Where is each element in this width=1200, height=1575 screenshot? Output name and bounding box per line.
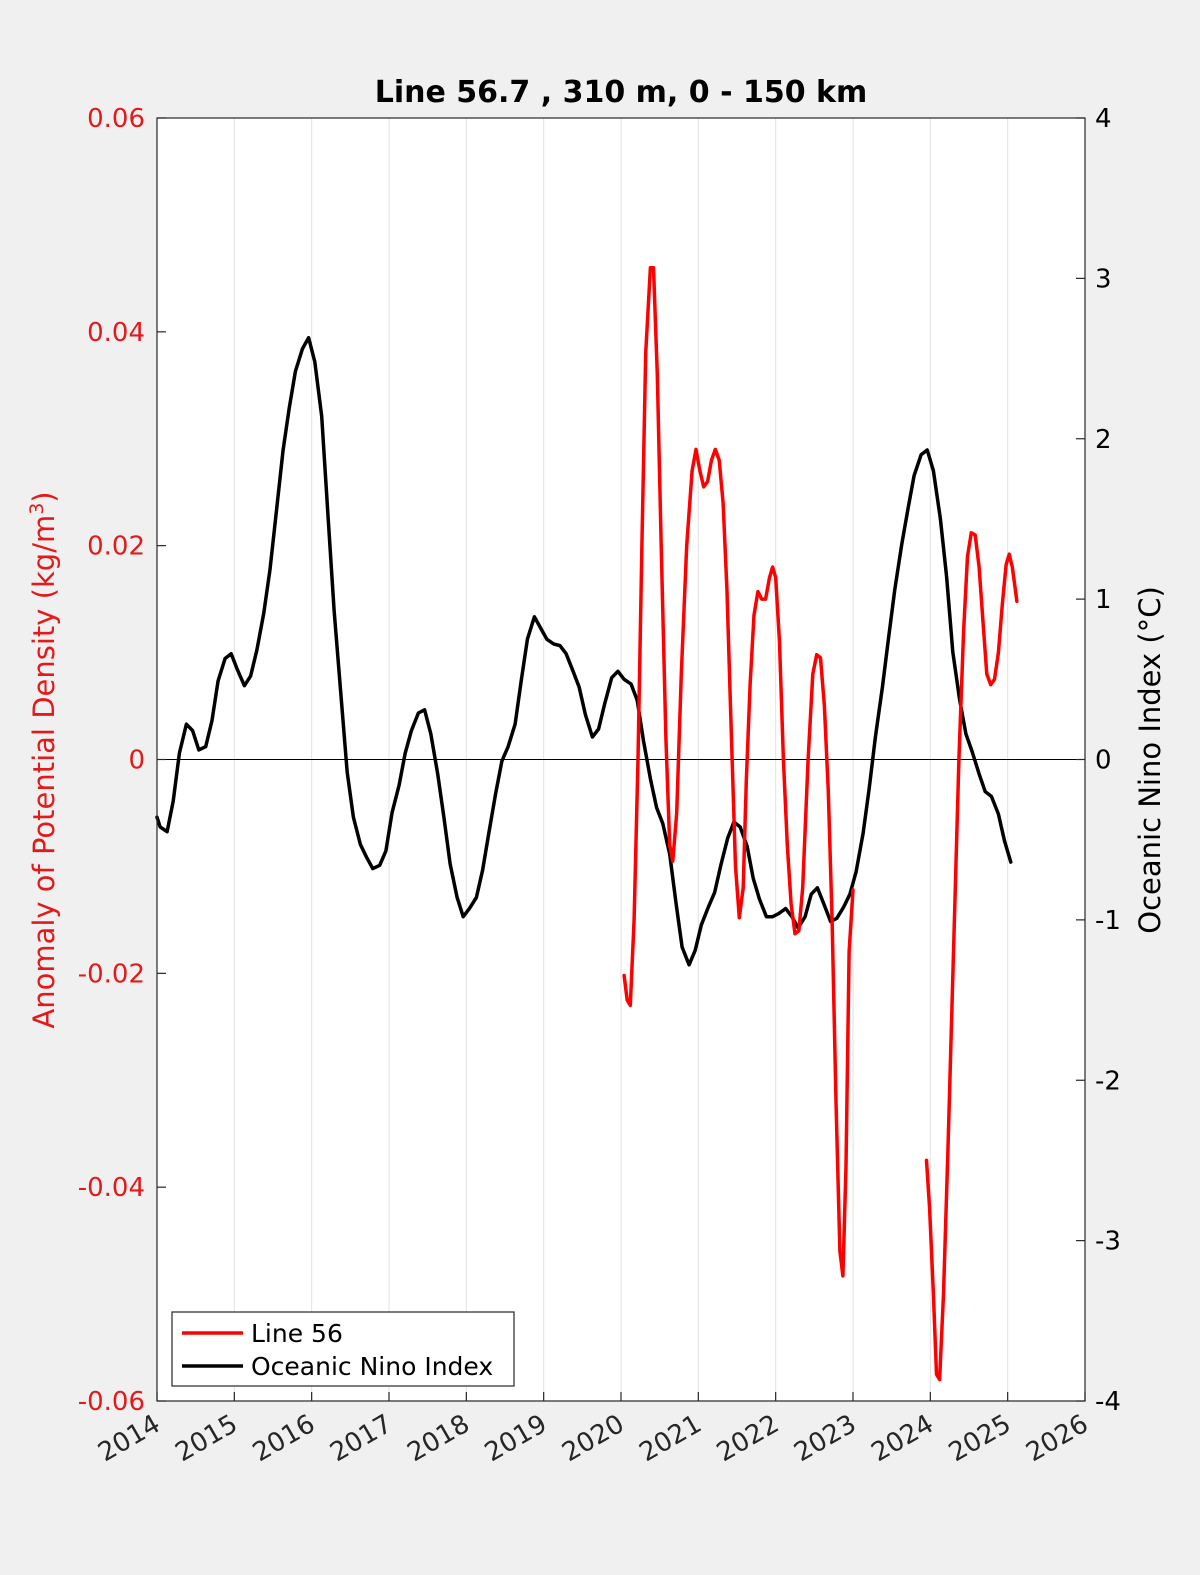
right-axis-ticks: -4 -3 -2 -1 0 1 2 3 4 <box>1076 104 1121 1417</box>
left-axis-label: Anomaly of Potential Density (kg/m3) <box>26 491 61 1028</box>
left-axis-ticks: -0.06 -0.04 -0.02 0 0.02 0.04 0.06 <box>78 104 166 1417</box>
right-tick-label: 3 <box>1095 264 1112 294</box>
right-tick-label: -2 <box>1095 1066 1121 1096</box>
left-tick-label: -0.06 <box>78 1387 145 1417</box>
legend-label-oni: Oceanic Nino Index <box>251 1352 493 1381</box>
right-tick-label: 1 <box>1095 585 1112 615</box>
left-tick-label: -0.02 <box>78 959 145 989</box>
left-tick-label: 0.06 <box>87 104 145 134</box>
series-lines <box>155 265 1019 1382</box>
legend-label-line-56: Line 56 <box>251 1319 343 1348</box>
chart-title: Line 56.7 , 310 m, 0 - 150 km <box>375 75 868 110</box>
right-tick-label: -3 <box>1095 1227 1121 1257</box>
left-tick-label: 0.04 <box>87 318 145 348</box>
right-tick-label: 2 <box>1095 425 1112 455</box>
series-line-oni <box>155 335 1013 967</box>
left-tick-label: -0.04 <box>78 1173 145 1203</box>
right-tick-label: 4 <box>1095 104 1112 134</box>
left-tick-label: 0 <box>128 746 145 776</box>
right-tick-label: 0 <box>1095 746 1112 776</box>
series-line-line-56 <box>622 265 855 1278</box>
legend: Line 56 Oceanic Nino Index <box>171 1311 515 1387</box>
right-tick-label: -1 <box>1095 906 1121 936</box>
right-axis-label: Oceanic Nino Index (°C) <box>1133 586 1167 934</box>
legend-box <box>171 1311 515 1387</box>
left-tick-label: 0.02 <box>87 532 145 562</box>
right-tick-label: -4 <box>1095 1387 1121 1417</box>
series-line-line-56 <box>924 531 1019 1382</box>
